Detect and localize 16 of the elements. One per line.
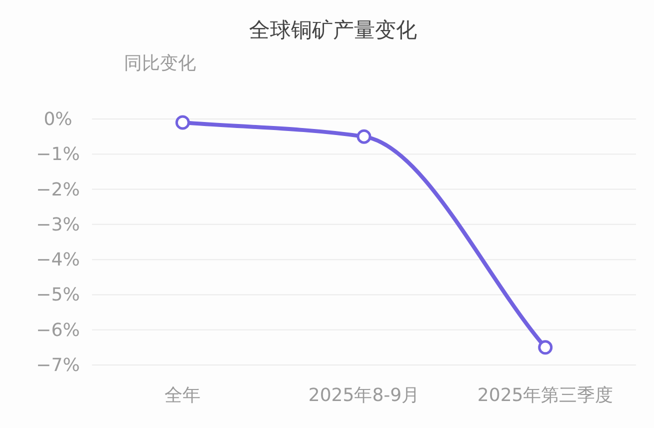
x-tick-label: 2025年8-9月 [308, 385, 420, 406]
y-tick-label: −1% [36, 144, 80, 166]
y-tick-label: −6% [36, 320, 80, 341]
x-tick-label: 2025年第三季度 [477, 385, 614, 406]
y-tick-label: −7% [36, 355, 80, 376]
point [356, 129, 372, 144]
x-tick-label: 全年 [164, 385, 201, 406]
y-axis-title: 同比变化 [124, 53, 196, 74]
chart-title: 全球铜矿产量变化 [249, 18, 417, 42]
y-tick-label: 0% [44, 109, 72, 130]
y-tick-label: −3% [36, 214, 80, 236]
y-tick-label: −2% [36, 179, 80, 200]
point [175, 115, 190, 130]
y-tick-label: −5% [36, 284, 80, 306]
y-tick-label: −4% [36, 250, 80, 271]
point [538, 340, 553, 355]
